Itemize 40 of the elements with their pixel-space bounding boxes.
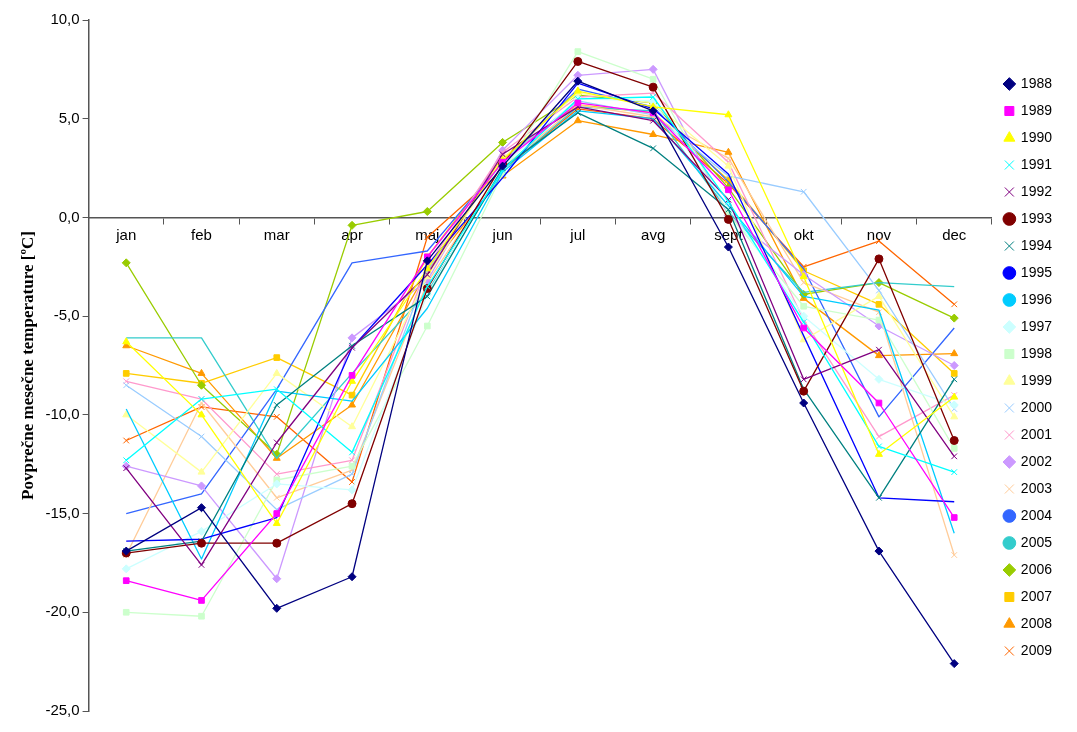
x-tick-label: jul xyxy=(569,225,586,243)
legend-label: 1994 xyxy=(1020,236,1053,253)
y-tick-label: 10,0 xyxy=(50,10,80,28)
legend-label: 1995 xyxy=(1020,263,1053,280)
y-tick-label: 5,0 xyxy=(58,108,80,126)
legend-label: 2008 xyxy=(1020,614,1053,631)
legend-label: 2007 xyxy=(1020,587,1053,604)
x-tick-label: mar xyxy=(263,225,290,243)
x-tick-label: feb xyxy=(191,225,212,243)
y-tick-label: -10,0 xyxy=(45,405,80,422)
y-axis-title: Povprečne mesečne temperature [ºC] xyxy=(17,231,37,500)
legend-label: 1998 xyxy=(1020,344,1053,361)
y-tick-label: -5,0 xyxy=(53,306,80,324)
x-tick-label: avg xyxy=(641,225,666,243)
legend-label: 1989 xyxy=(1020,101,1053,118)
legend-label: 1991 xyxy=(1020,155,1053,172)
legend-label: 2004 xyxy=(1020,506,1053,523)
x-tick-label: dec xyxy=(942,225,967,243)
x-tick-label: jan xyxy=(115,225,137,243)
legend-label: 1993 xyxy=(1020,209,1053,226)
legend-label: 1997 xyxy=(1020,317,1053,334)
y-tick-label: -25,0 xyxy=(45,701,80,719)
y-tick-label: 0,0 xyxy=(58,207,80,225)
legend-label: 2003 xyxy=(1020,479,1053,496)
legend-label: 2009 xyxy=(1020,641,1053,658)
legend-label: 2006 xyxy=(1020,560,1053,577)
y-tick-label: -15,0 xyxy=(45,503,80,521)
legend-label: 1990 xyxy=(1020,128,1053,145)
legend-label: 1988 xyxy=(1020,74,1053,91)
legend-label: 1999 xyxy=(1020,371,1053,388)
x-tick-label: okt xyxy=(793,225,815,243)
x-tick-label: nov xyxy=(866,225,892,243)
y-tick-label: -20,0 xyxy=(45,602,80,620)
x-tick-label: jun xyxy=(491,225,513,243)
legend-label: 2000 xyxy=(1020,398,1053,415)
legend-label: 1992 xyxy=(1020,182,1053,199)
legend-label: 2005 xyxy=(1020,533,1053,550)
legend-label: 2001 xyxy=(1020,425,1053,442)
legend-label: 2002 xyxy=(1020,452,1053,469)
legend-label: 1996 xyxy=(1020,290,1053,307)
